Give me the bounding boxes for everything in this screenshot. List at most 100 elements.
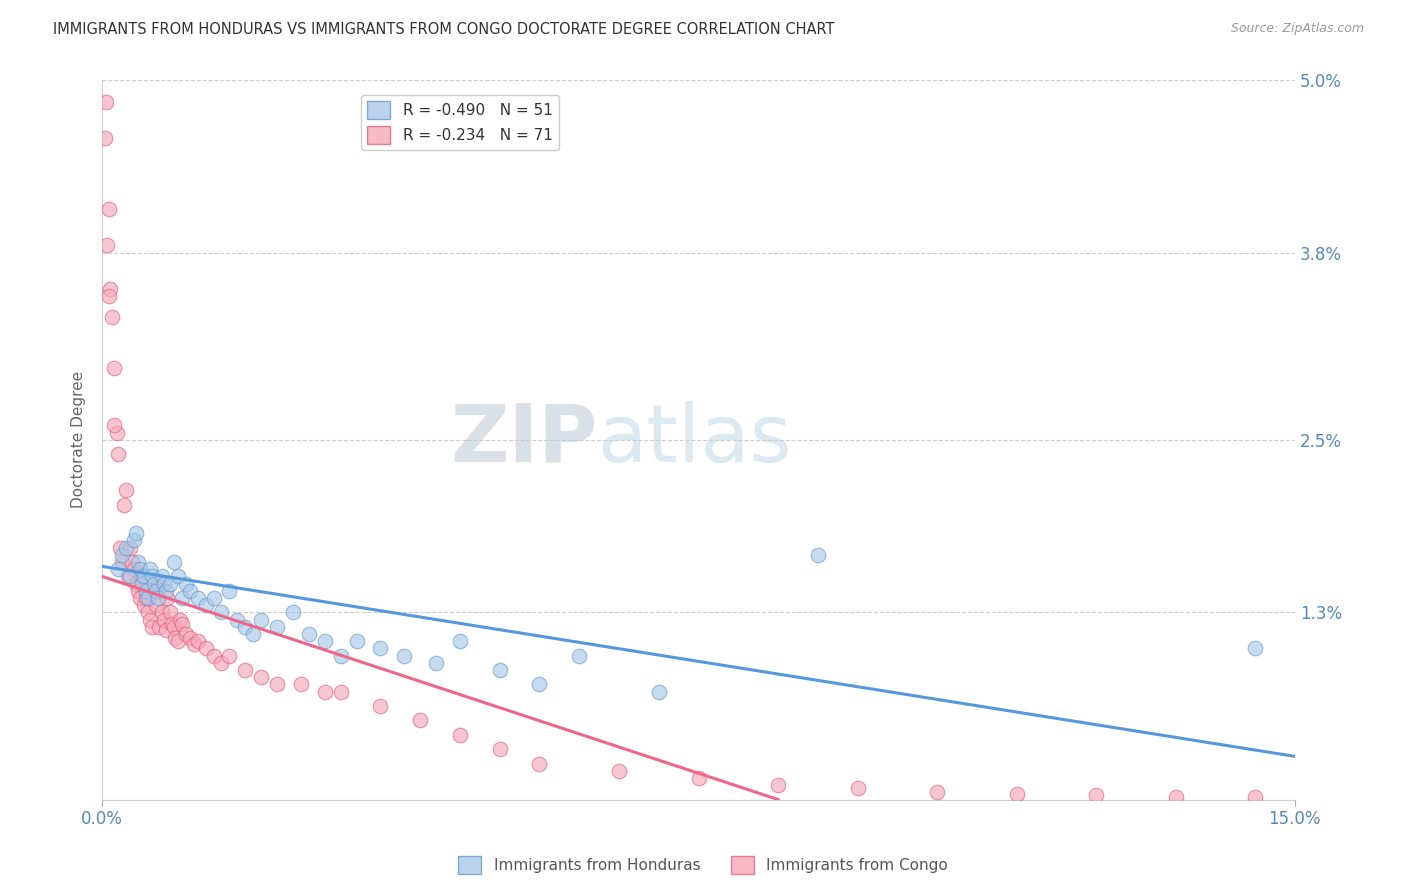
Point bbox=[688, 771, 710, 785]
Point bbox=[142, 583, 165, 598]
Point bbox=[163, 620, 186, 634]
Point bbox=[174, 627, 197, 641]
Point bbox=[115, 483, 138, 497]
Point bbox=[155, 583, 177, 598]
Point bbox=[925, 785, 948, 799]
Point bbox=[202, 591, 225, 605]
Point bbox=[150, 569, 173, 583]
Y-axis label: Doctorate Degree: Doctorate Degree bbox=[72, 371, 86, 508]
Point bbox=[145, 599, 167, 613]
Point bbox=[131, 576, 153, 591]
Point bbox=[136, 591, 159, 605]
Point bbox=[148, 620, 170, 634]
Point bbox=[394, 648, 416, 663]
Point bbox=[132, 599, 155, 613]
Point bbox=[155, 623, 177, 637]
Point bbox=[93, 130, 115, 145]
Point bbox=[170, 591, 193, 605]
Point bbox=[298, 627, 321, 641]
Point bbox=[96, 238, 118, 252]
Point bbox=[1244, 641, 1267, 656]
Point bbox=[488, 663, 510, 677]
Point bbox=[131, 569, 153, 583]
Point bbox=[115, 541, 138, 555]
Point bbox=[96, 95, 118, 109]
Point bbox=[174, 576, 197, 591]
Point bbox=[425, 656, 447, 670]
Point bbox=[370, 698, 392, 713]
Point bbox=[117, 569, 139, 583]
Point bbox=[150, 606, 173, 620]
Point bbox=[183, 637, 205, 651]
Point bbox=[266, 677, 288, 691]
Point bbox=[1164, 789, 1187, 804]
Point bbox=[111, 548, 134, 562]
Point bbox=[146, 576, 169, 591]
Point bbox=[141, 620, 163, 634]
Point bbox=[290, 677, 312, 691]
Point bbox=[233, 663, 256, 677]
Point bbox=[132, 569, 155, 583]
Point bbox=[568, 648, 591, 663]
Point bbox=[97, 202, 120, 217]
Point bbox=[139, 562, 162, 576]
Point bbox=[211, 606, 233, 620]
Point bbox=[136, 606, 159, 620]
Point bbox=[346, 634, 368, 648]
Point bbox=[114, 498, 136, 512]
Point bbox=[145, 583, 167, 598]
Point bbox=[156, 591, 179, 605]
Point bbox=[250, 613, 273, 627]
Point bbox=[118, 569, 141, 583]
Point bbox=[250, 670, 273, 684]
Point bbox=[124, 526, 146, 541]
Point bbox=[163, 555, 186, 569]
Point bbox=[329, 684, 352, 698]
Point bbox=[166, 634, 188, 648]
Point bbox=[103, 418, 125, 433]
Point bbox=[165, 632, 187, 646]
Point bbox=[449, 728, 471, 742]
Point bbox=[105, 425, 128, 440]
Point bbox=[139, 613, 162, 627]
Point bbox=[129, 562, 152, 576]
Point bbox=[108, 541, 131, 555]
Point bbox=[807, 548, 830, 562]
Legend: Immigrants from Honduras, Immigrants from Congo: Immigrants from Honduras, Immigrants fro… bbox=[453, 850, 953, 880]
Point bbox=[266, 620, 288, 634]
Point bbox=[314, 684, 336, 698]
Point bbox=[187, 591, 209, 605]
Point bbox=[194, 599, 217, 613]
Point bbox=[179, 583, 201, 598]
Point bbox=[100, 310, 122, 325]
Point bbox=[122, 533, 145, 548]
Point bbox=[127, 583, 149, 598]
Point bbox=[153, 613, 176, 627]
Point bbox=[98, 282, 121, 296]
Point bbox=[124, 576, 146, 591]
Point bbox=[607, 764, 630, 778]
Point bbox=[233, 620, 256, 634]
Point bbox=[107, 447, 129, 461]
Point bbox=[370, 641, 392, 656]
Point bbox=[488, 742, 510, 756]
Point bbox=[529, 677, 551, 691]
Point bbox=[170, 617, 193, 632]
Point bbox=[1085, 788, 1108, 802]
Point bbox=[141, 569, 163, 583]
Point bbox=[103, 360, 125, 375]
Point bbox=[187, 634, 209, 648]
Point bbox=[129, 591, 152, 605]
Point bbox=[169, 613, 191, 627]
Point bbox=[1005, 787, 1028, 801]
Text: atlas: atlas bbox=[598, 401, 792, 479]
Point bbox=[211, 656, 233, 670]
Point bbox=[127, 555, 149, 569]
Point bbox=[179, 632, 201, 646]
Point bbox=[846, 780, 869, 795]
Point bbox=[329, 648, 352, 663]
Text: Source: ZipAtlas.com: Source: ZipAtlas.com bbox=[1230, 22, 1364, 36]
Point bbox=[449, 634, 471, 648]
Point bbox=[135, 583, 157, 598]
Point bbox=[135, 591, 157, 605]
